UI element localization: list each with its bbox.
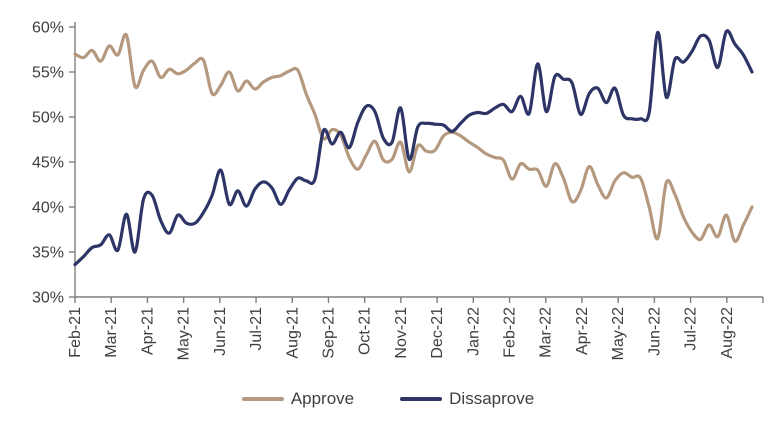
approve-line: [73, 32, 754, 243]
x-axis-label: Apr-22: [574, 307, 591, 355]
x-axis-label: Mar-21: [103, 307, 120, 358]
dissaprove-line: [73, 29, 754, 267]
chart-legend: Approve Dissaprove: [0, 389, 776, 409]
y-axis-label: 40%: [32, 200, 64, 217]
x-axis-label: Jun-22: [646, 307, 663, 356]
x-axis-label: Aug-22: [719, 307, 736, 359]
x-axis-label: Nov-21: [393, 307, 410, 359]
legend-item-dissaprove: Dissaprove: [400, 389, 534, 409]
y-axis-label: 35%: [32, 245, 64, 262]
y-axis-label: 55%: [32, 65, 64, 82]
x-axis-label: Jun-21: [212, 307, 229, 356]
x-axis-label: Sep-21: [320, 307, 337, 359]
x-axis-label: Jul-21: [248, 307, 265, 351]
x-axis-label: Mar-22: [538, 307, 555, 358]
y-axis-label: 60%: [32, 20, 64, 37]
x-axis-label: Dec-21: [429, 307, 446, 359]
x-axis-label: Feb-21: [67, 307, 84, 358]
y-axis-label: 45%: [32, 155, 64, 172]
x-axis-label: May-22: [610, 307, 627, 360]
x-axis-label: Oct-21: [357, 307, 374, 355]
x-axis-label: Jan-22: [465, 307, 482, 356]
approve-line-swatch: [241, 397, 284, 401]
y-axis-label: 50%: [32, 110, 64, 127]
x-axis-label: Apr-21: [139, 307, 156, 355]
y-axis-label: 30%: [32, 290, 64, 307]
x-axis-label: May-21: [176, 307, 193, 360]
dissaprove-line-swatch: [400, 397, 443, 401]
legend-item-approve: Approve: [241, 389, 355, 409]
x-axis-label: Feb-22: [502, 307, 519, 358]
approve-legend-label: Approve: [290, 389, 355, 408]
line-chart: 30% 35% 40% 45% 50% 55% 60% Feb-21 Mar-21 Apr-21 M…: [32, 20, 764, 360]
x-axis-label: Jul-22: [683, 307, 700, 351]
dissaprove-legend-label: Dissaprove: [449, 389, 535, 408]
x-axis-label: Aug-21: [284, 307, 301, 359]
